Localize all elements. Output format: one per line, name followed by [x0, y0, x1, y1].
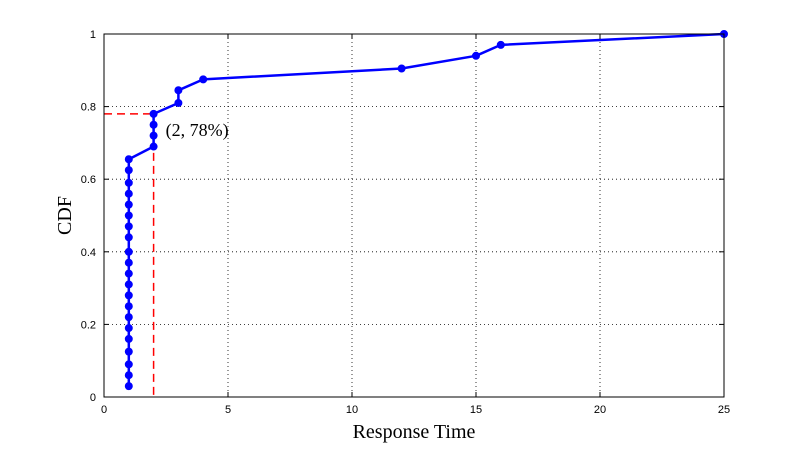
data-point: [124, 334, 133, 343]
axis-ticks: 0 5 10 15 20 25 0 0.2 0.4 0.6 0.8 1: [81, 29, 730, 416]
data-point: [124, 258, 133, 267]
y-tick-label: 0.6: [81, 174, 96, 186]
data-point: [124, 302, 133, 311]
data-point: [124, 360, 133, 369]
grid-lines: [104, 34, 724, 397]
data-point: [124, 200, 133, 209]
data-point: [174, 86, 183, 95]
data-point: [124, 347, 133, 356]
data-point: [472, 51, 480, 60]
y-tick-label: 0.8: [81, 102, 96, 114]
x-tick-label: 5: [225, 404, 231, 416]
data-point: [149, 120, 158, 129]
y-tick-label: 0.4: [81, 247, 96, 259]
y-tick-label: 0: [90, 392, 96, 404]
data-point: [149, 131, 158, 140]
series-layer: [124, 30, 728, 391]
data-point: [124, 211, 133, 220]
data-point: [124, 280, 133, 289]
y-tick-label: 0.2: [81, 319, 96, 331]
y-tick-label: 1: [90, 29, 96, 41]
x-tick-label: 10: [346, 404, 358, 416]
x-tick-label: 25: [718, 404, 730, 416]
data-point: [174, 98, 183, 107]
data-point: [397, 64, 406, 73]
data-point: [124, 166, 133, 175]
y-axis-title: CDF: [54, 196, 76, 235]
data-point: [124, 189, 133, 198]
data-point: [124, 269, 133, 278]
data-point: [124, 291, 133, 300]
data-point: [124, 382, 133, 391]
annotation-label: (2, 78%): [166, 120, 229, 141]
data-point: [124, 222, 133, 231]
x-tick-label: 20: [594, 404, 606, 416]
data-point: [124, 313, 133, 322]
data-point: [124, 233, 133, 242]
annotations: (2, 78%): [166, 120, 229, 141]
data-point: [124, 247, 133, 256]
plot-area: [104, 34, 724, 397]
data-point: [124, 324, 133, 333]
data-point: [124, 178, 133, 187]
data-point: [124, 155, 133, 164]
data-point: [149, 109, 158, 118]
data-point: [496, 40, 505, 49]
x-tick-label: 15: [470, 404, 482, 416]
annotation-guides: [104, 113, 155, 397]
data-point: [149, 142, 158, 151]
x-axis-title: Response Time: [353, 421, 476, 443]
data-point: [124, 371, 133, 380]
plot-border: [103, 33, 725, 398]
data-point: [199, 75, 208, 84]
x-tick-label: 0: [101, 404, 107, 416]
